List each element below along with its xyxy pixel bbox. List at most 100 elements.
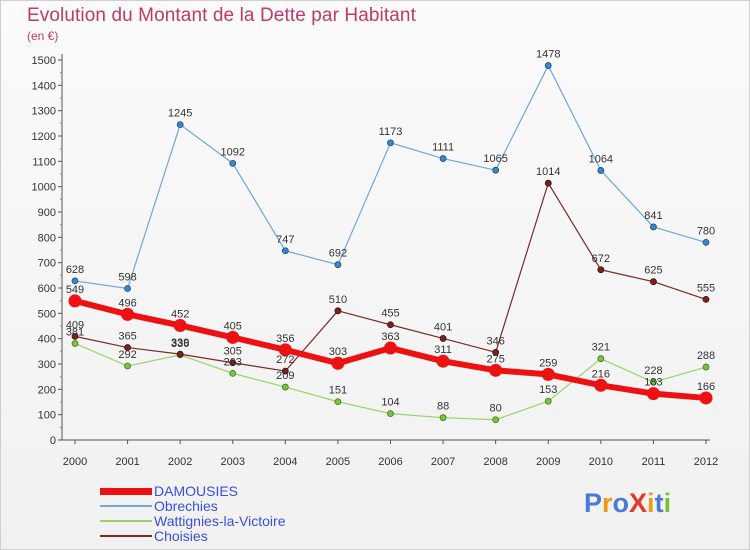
data-label: 598 (118, 272, 136, 284)
series-point-1 (544, 62, 552, 69)
series-point-1 (124, 285, 131, 292)
data-label: 1065 (483, 153, 507, 165)
series-point-1 (281, 247, 289, 255)
series-point-2 (439, 414, 447, 422)
series-point-0 (646, 387, 660, 401)
series-point-2 (492, 416, 500, 424)
data-label: 272 (276, 354, 294, 366)
series-point-0 (541, 367, 555, 381)
x-tick-label: 2010 (589, 456, 613, 468)
legend-swatch (100, 505, 152, 507)
series-point-2 (229, 369, 237, 377)
logo-letter: o (612, 488, 630, 518)
x-tick-label: 2011 (642, 456, 666, 468)
y-tick-label: 1400 (32, 80, 56, 92)
x-tick-label: 2002 (168, 456, 192, 468)
data-label: 209 (276, 370, 294, 382)
series-point-2 (281, 383, 289, 391)
x-tick-label: 2006 (378, 456, 402, 468)
data-label: 104 (381, 397, 399, 409)
y-tick-label: 300 (38, 359, 56, 371)
y-tick-label: 1000 (32, 182, 56, 194)
data-label: 151 (329, 385, 347, 397)
y-tick-label: 0 (50, 435, 56, 447)
series-point-3 (439, 335, 447, 342)
series-point-1 (176, 121, 184, 128)
legend-swatch (100, 520, 152, 522)
logo-letter: P (584, 488, 603, 518)
data-label: 305 (224, 346, 242, 358)
data-label: 1173 (379, 126, 403, 138)
series-point-1 (334, 261, 342, 269)
data-label: 496 (118, 297, 136, 309)
data-label: 625 (644, 265, 662, 277)
data-label: 339 (171, 337, 189, 349)
x-tick-label: 2005 (326, 456, 350, 468)
x-tick-label: 2001 (115, 456, 139, 468)
series-point-1 (71, 277, 79, 285)
logo-letter: i (663, 488, 672, 518)
y-tick-label: 100 (38, 410, 56, 422)
chart-unit: (en €) (27, 29, 59, 43)
series-point-1 (387, 139, 394, 147)
data-label: 401 (434, 321, 452, 333)
series-point-2 (71, 340, 79, 347)
series-line-1 (74, 64, 707, 290)
series-point-1 (650, 223, 657, 231)
data-label: 183 (644, 377, 662, 389)
data-label: 405 (224, 320, 242, 332)
series-point-3 (176, 350, 184, 358)
data-label: 1478 (536, 49, 560, 61)
series-point-1 (229, 159, 237, 167)
data-label: 365 (118, 331, 136, 343)
data-label: 311 (434, 344, 452, 356)
y-tick-label: 800 (38, 232, 56, 244)
series-point-1 (702, 238, 710, 246)
y-tick-label: 500 (38, 308, 56, 320)
data-label: 841 (644, 210, 662, 222)
series-point-1 (597, 167, 605, 174)
x-tick-label: 2000 (63, 456, 87, 468)
data-label: 1111 (432, 142, 454, 154)
series-point-2 (650, 378, 657, 386)
data-label: 153 (539, 384, 557, 396)
series-point-3 (597, 266, 605, 274)
data-label: 555 (697, 282, 715, 294)
series-point-3 (650, 278, 657, 286)
data-label: 409 (66, 319, 84, 331)
series-point-0 (278, 343, 292, 357)
data-label: 1092 (221, 146, 245, 158)
data-label: 455 (381, 308, 399, 320)
data-label: 1014 (536, 166, 560, 178)
proxiti-logo: ProXiti (584, 488, 671, 519)
series-point-1 (439, 155, 447, 162)
data-label: 321 (592, 342, 610, 354)
y-tick-label: 700 (38, 258, 56, 270)
data-label: 510 (329, 294, 347, 306)
series-point-0 (489, 363, 503, 377)
data-label: 672 (592, 253, 610, 265)
legend-label: Obrechies (154, 498, 218, 514)
y-tick-label: 1100 (32, 156, 56, 168)
y-tick-label: 1200 (32, 131, 56, 143)
x-tick-label: 2004 (273, 456, 297, 468)
series-point-3 (71, 332, 79, 340)
data-label: 1245 (168, 108, 192, 120)
data-label: 303 (329, 346, 347, 358)
series-point-2 (124, 362, 131, 370)
series-point-2 (597, 355, 605, 363)
data-label: 346 (486, 335, 504, 347)
series-point-3 (229, 359, 237, 367)
y-tick-label: 200 (38, 384, 56, 396)
data-label: 628 (66, 264, 84, 276)
series-point-3 (124, 344, 131, 351)
data-label: 292 (118, 349, 136, 361)
series-point-2 (334, 398, 342, 406)
legend-label: Choisies (154, 528, 208, 544)
series-point-3 (492, 348, 500, 356)
logo-letter: t (654, 488, 664, 518)
series-point-0 (173, 318, 187, 332)
logo-letter: r (602, 488, 613, 518)
legend-swatch (100, 487, 152, 495)
